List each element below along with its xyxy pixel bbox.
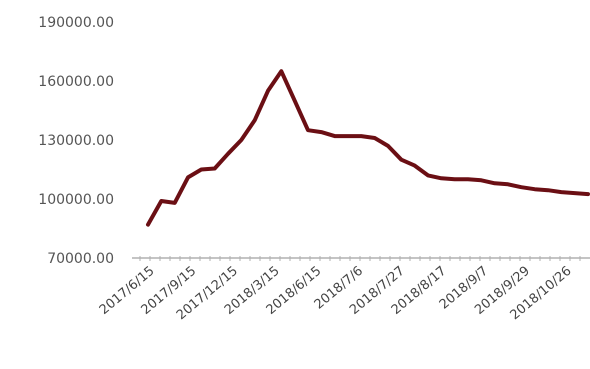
y-tick-label: 130000.00 xyxy=(38,133,114,149)
y-tick-label: 100000.00 xyxy=(38,192,114,208)
x-axis-ticks xyxy=(139,256,581,261)
data-series-line xyxy=(146,69,590,227)
y-axis-tick-labels: 70000.00 100000.00 130000.00 160000.00 19000… xyxy=(38,15,114,267)
y-tick-label: 190000.00 xyxy=(38,15,114,31)
y-tick-label: 160000.00 xyxy=(38,74,114,90)
y-tick-label: 70000.00 xyxy=(47,251,114,267)
x-axis-tick-labels: 2017/6/152017/9/152017/12/152018/3/15201… xyxy=(97,264,575,324)
